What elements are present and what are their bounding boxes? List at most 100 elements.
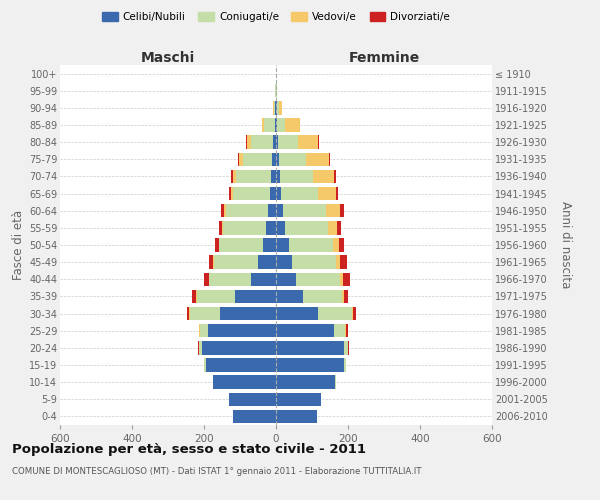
Bar [283, 204, 326, 218]
Bar [352, 307, 353, 320]
Bar [208, 324, 276, 338]
Bar [238, 152, 239, 166]
Bar [340, 204, 344, 218]
Bar [226, 204, 268, 218]
Bar [346, 324, 347, 338]
Bar [251, 136, 273, 149]
Bar [276, 410, 317, 423]
Bar [243, 152, 272, 166]
Text: Femmine: Femmine [349, 51, 419, 65]
Bar [318, 187, 336, 200]
Bar [328, 221, 337, 234]
Bar [233, 170, 236, 183]
Text: COMUNE DI MONTESCAGLIOSO (MT) - Dati ISTAT 1° gennaio 2011 - Elaborazione TUTTIT: COMUNE DI MONTESCAGLIOSO (MT) - Dati IST… [12, 468, 421, 476]
Bar [276, 136, 278, 149]
Y-axis label: Anni di nascita: Anni di nascita [559, 202, 572, 288]
Bar [233, 187, 269, 200]
Bar [239, 152, 243, 166]
Bar [318, 136, 319, 149]
Bar [233, 410, 276, 423]
Bar [334, 324, 345, 338]
Bar [306, 152, 329, 166]
Bar [276, 376, 335, 389]
Bar [213, 376, 276, 389]
Bar [332, 238, 339, 252]
Bar [275, 118, 276, 132]
Bar [345, 324, 346, 338]
Bar [344, 290, 348, 303]
Bar [277, 118, 286, 132]
Bar [336, 187, 338, 200]
Y-axis label: Fasce di età: Fasce di età [11, 210, 25, 280]
Bar [231, 170, 233, 183]
Bar [236, 170, 271, 183]
Bar [334, 170, 336, 183]
Bar [205, 272, 209, 286]
Bar [340, 272, 343, 286]
Bar [313, 170, 334, 183]
Bar [274, 101, 275, 114]
Bar [337, 221, 341, 234]
Bar [286, 221, 328, 234]
Bar [276, 101, 277, 114]
Bar [229, 187, 231, 200]
Bar [343, 272, 350, 286]
Bar [344, 341, 348, 354]
Bar [276, 256, 292, 269]
Bar [276, 392, 321, 406]
Bar [276, 341, 344, 354]
Bar [289, 238, 332, 252]
Bar [276, 290, 303, 303]
Bar [269, 187, 276, 200]
Bar [275, 101, 276, 114]
Text: Popolazione per età, sesso e stato civile - 2011: Popolazione per età, sesso e stato civil… [12, 442, 366, 456]
Bar [276, 152, 279, 166]
Bar [209, 256, 214, 269]
Bar [272, 152, 276, 166]
Bar [276, 238, 289, 252]
Bar [266, 221, 276, 234]
Bar [276, 307, 319, 320]
Bar [197, 290, 235, 303]
Bar [221, 204, 224, 218]
Bar [342, 290, 344, 303]
Bar [278, 136, 298, 149]
Bar [298, 136, 318, 149]
Bar [229, 392, 276, 406]
Bar [340, 256, 347, 269]
Bar [336, 256, 340, 269]
Bar [273, 136, 276, 149]
Bar [292, 256, 336, 269]
Bar [339, 238, 344, 252]
Bar [196, 290, 197, 303]
Bar [276, 204, 283, 218]
Bar [273, 101, 274, 114]
Bar [276, 324, 334, 338]
Bar [271, 170, 276, 183]
Bar [247, 136, 251, 149]
Bar [353, 307, 356, 320]
Bar [303, 290, 342, 303]
Bar [224, 204, 226, 218]
Bar [329, 152, 331, 166]
Bar [278, 101, 282, 114]
Bar [279, 152, 306, 166]
Bar [263, 238, 276, 252]
Bar [268, 204, 276, 218]
Bar [280, 170, 313, 183]
Bar [200, 324, 208, 338]
Bar [223, 221, 266, 234]
Bar [219, 238, 220, 252]
Bar [326, 204, 340, 218]
Bar [276, 170, 280, 183]
Bar [235, 290, 276, 303]
Bar [276, 221, 286, 234]
Bar [214, 256, 258, 269]
Bar [286, 118, 300, 132]
Bar [190, 307, 220, 320]
Bar [258, 256, 276, 269]
Bar [215, 238, 219, 252]
Bar [209, 272, 251, 286]
Bar [205, 358, 206, 372]
Bar [265, 118, 275, 132]
